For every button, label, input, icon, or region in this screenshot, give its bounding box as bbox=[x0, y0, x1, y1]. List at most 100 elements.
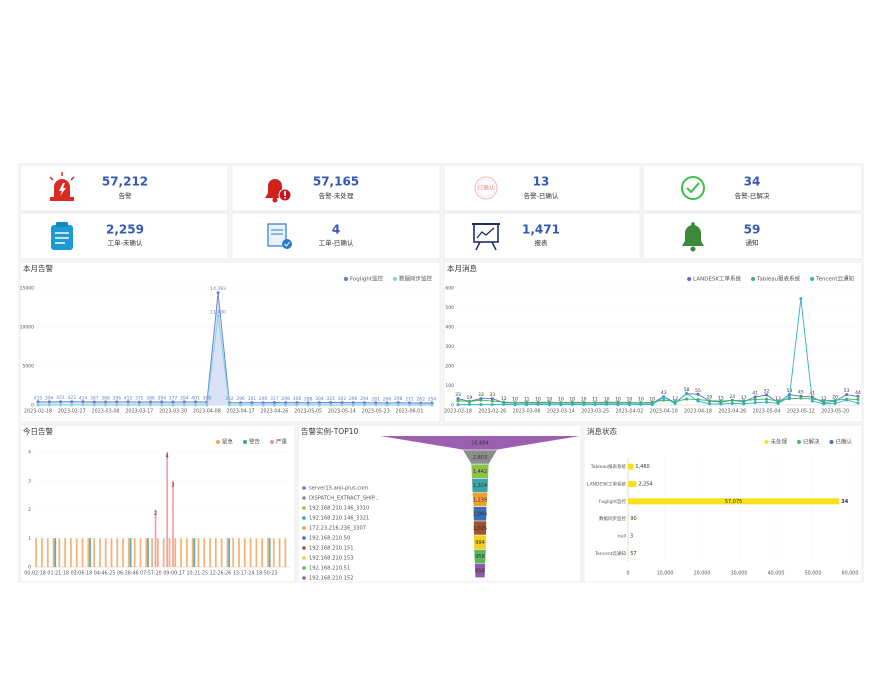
kpi-value: 2,259 bbox=[106, 223, 144, 237]
legend-label: 数据同步监控 bbox=[399, 275, 433, 283]
point bbox=[36, 400, 40, 404]
data-label: 1,025 bbox=[473, 526, 487, 532]
kpi-value: 34 bbox=[744, 175, 761, 189]
legend-swatch bbox=[302, 506, 306, 510]
icon-siren bbox=[49, 172, 75, 201]
point bbox=[707, 402, 711, 406]
data-label: 1,460 bbox=[635, 464, 649, 470]
data-label: 856 bbox=[475, 568, 485, 574]
point bbox=[627, 403, 631, 407]
bar bbox=[156, 538, 159, 567]
point bbox=[182, 403, 186, 407]
x-tick-label: 09:00:17 bbox=[163, 571, 185, 577]
bar bbox=[110, 538, 113, 567]
data-label: 1,324 bbox=[473, 483, 487, 489]
x-tick-label: 01:21:18 bbox=[47, 571, 69, 577]
kpi-card bbox=[443, 164, 641, 212]
data-label: 3 bbox=[171, 482, 174, 488]
bar bbox=[147, 538, 149, 567]
point bbox=[525, 400, 529, 404]
data-label: 302 bbox=[225, 396, 234, 402]
x-tick-label: 10:21:25 bbox=[186, 571, 208, 577]
point bbox=[59, 400, 63, 404]
data-label: 4 bbox=[166, 454, 169, 460]
data-label: 2,803 bbox=[473, 455, 487, 461]
point bbox=[650, 400, 654, 404]
data-label: 10 bbox=[581, 397, 587, 403]
point bbox=[742, 399, 746, 403]
icon-bell bbox=[682, 222, 704, 252]
legend-label: Tencent云通知 bbox=[815, 275, 854, 283]
point bbox=[536, 402, 540, 406]
point bbox=[362, 401, 366, 405]
x-tick-label: 2023-06-01 bbox=[396, 409, 424, 415]
point bbox=[92, 403, 96, 407]
bar bbox=[64, 538, 67, 567]
point bbox=[115, 403, 119, 407]
bar bbox=[58, 538, 61, 567]
data-label: 10 bbox=[512, 397, 518, 403]
point bbox=[707, 399, 711, 403]
point bbox=[149, 403, 153, 407]
data-label: 12 bbox=[672, 396, 678, 402]
legend-swatch bbox=[302, 566, 306, 570]
point bbox=[822, 399, 826, 403]
data-label: 52 bbox=[764, 388, 770, 394]
data-label: 33 bbox=[478, 392, 484, 398]
point bbox=[160, 400, 164, 404]
point bbox=[419, 403, 423, 407]
point bbox=[374, 401, 378, 405]
y-tick-label: Tableau报表系统 bbox=[590, 463, 627, 470]
chart-title: 消息状态 bbox=[587, 426, 617, 436]
icon-confirmed-stamp: 已确认 bbox=[474, 176, 498, 200]
icon-presentation bbox=[472, 223, 500, 251]
data-label: 53 bbox=[844, 388, 850, 394]
data-label: 45 bbox=[798, 390, 804, 396]
bar bbox=[628, 463, 634, 470]
bar bbox=[203, 538, 206, 567]
data-label: 290 bbox=[259, 396, 268, 402]
y-tick-label: 500 bbox=[445, 305, 454, 311]
chart-title: 本月消息 bbox=[447, 263, 477, 273]
legend-label: 172.23.216.236_3307 bbox=[309, 526, 366, 532]
legend-swatch bbox=[302, 536, 306, 540]
point bbox=[616, 400, 620, 404]
point bbox=[582, 400, 586, 404]
data-label: 10 bbox=[535, 397, 541, 403]
data-label: 20 bbox=[707, 395, 713, 401]
data-label: 2,254 bbox=[638, 482, 652, 488]
chart-title: 告警实例-TOP10 bbox=[301, 426, 358, 436]
point bbox=[456, 399, 460, 403]
point bbox=[753, 401, 757, 405]
kpi-card bbox=[231, 212, 441, 260]
kpi-card bbox=[231, 164, 441, 212]
bar bbox=[145, 538, 148, 567]
x-tick-label: 2023-03-25 bbox=[581, 409, 609, 415]
x-tick-label: 2023-05-23 bbox=[362, 409, 390, 415]
data-label: 10 bbox=[558, 397, 564, 403]
data-label: 262 bbox=[416, 396, 425, 402]
y-tick-label: 3 bbox=[28, 478, 31, 484]
bar bbox=[116, 538, 119, 567]
point bbox=[104, 403, 108, 407]
x-tick-label: 2023-04-17 bbox=[227, 409, 255, 415]
legend-label: LANDESK工单系统 bbox=[693, 275, 741, 283]
bar bbox=[209, 538, 211, 567]
bar bbox=[197, 538, 200, 567]
x-tick-label: 2023-05-05 bbox=[294, 409, 322, 415]
funnel-segment bbox=[380, 436, 580, 450]
data-label: 90 bbox=[630, 516, 636, 522]
kpi-label: 告警-未处理 bbox=[319, 191, 354, 200]
point bbox=[845, 398, 849, 402]
data-label: 394 bbox=[45, 395, 54, 401]
point bbox=[36, 403, 40, 407]
data-label: 57 bbox=[630, 551, 636, 557]
bar bbox=[228, 538, 231, 567]
point bbox=[696, 399, 700, 403]
bar bbox=[81, 538, 84, 567]
point bbox=[719, 399, 723, 403]
bar bbox=[267, 538, 269, 567]
point bbox=[479, 398, 483, 402]
x-tick-label: 10,000 bbox=[657, 571, 674, 577]
